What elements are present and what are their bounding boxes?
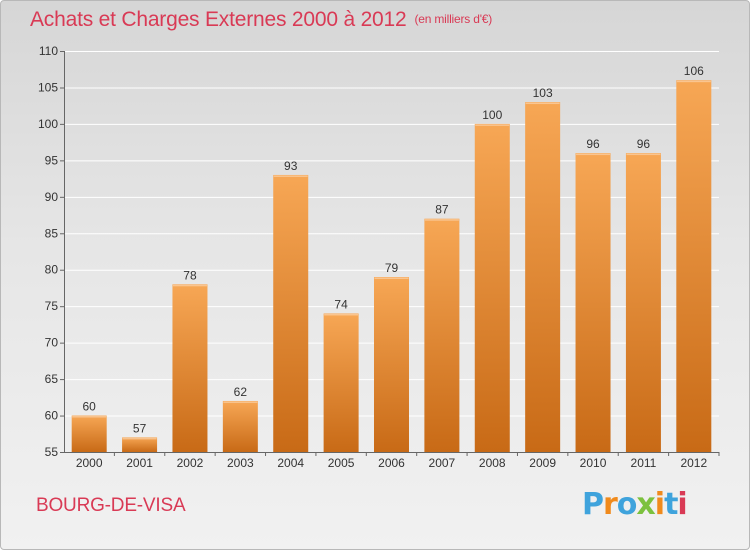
bar-2001 [122,437,158,452]
logo-letter: i [654,487,665,522]
x-tick-label: 2001 [126,456,153,470]
x-tick-label: 2004 [277,456,304,470]
value-label-2000: 60 [83,400,97,414]
bar-2011 [625,153,661,452]
value-label-2002: 78 [183,268,197,282]
bar-2012 [676,80,712,452]
x-tick-label: 2006 [378,456,405,470]
y-tick-label: 100 [38,117,58,131]
y-tick-label: 110 [39,44,58,58]
value-label-2006: 79 [385,261,399,275]
value-label-2010: 96 [586,137,600,151]
logo-letter: r [603,487,618,522]
chart-subtitle: (en milliers d'€) [414,12,493,26]
x-tick-label: 2010 [580,456,607,470]
x-tick-label: 2000 [76,456,103,470]
bar-2004 [273,174,309,453]
bar-2008 [474,123,510,452]
bar-highlight [324,313,359,316]
y-axis: 55 60 65 70 75 80 85 90 95 100 105 110 [38,44,65,459]
value-label-2007: 87 [435,203,449,217]
value-label-2008: 100 [482,108,502,122]
bars: 60 57 78 62 93 74 79 87 100 103 96 96 106 [71,64,712,453]
y-tick-label: 65 [45,372,59,386]
logo-letter: o [616,487,638,522]
bar-highlight [172,284,207,287]
bar-2002 [172,284,208,452]
value-label-2001: 57 [133,421,147,435]
bar-highlight [122,437,157,440]
y-tick-label: 85 [45,226,59,240]
bar-highlight [374,277,409,280]
y-tick-label: 80 [45,263,59,277]
chart-title-text: Achats et Charges Externes 2000 à 2012 [30,8,407,31]
bar-2005 [323,313,359,452]
y-tick-label: 60 [45,409,59,423]
y-tick-label: 55 [45,445,59,459]
x-tick-label: 2003 [227,456,254,470]
bar-highlight [72,416,107,418]
bar-2010 [575,153,611,452]
value-label-2009: 103 [533,86,553,100]
y-tick-label: 95 [45,153,59,167]
value-label-2011: 96 [637,137,651,151]
x-tick-label: 2009 [529,456,556,470]
bar-2007 [424,218,460,452]
chart-title: Achats et Charges Externes 2000 à 2012 (e… [30,8,492,32]
logo-letter: P [582,487,604,522]
bar-highlight [424,219,459,221]
bar-highlight [475,124,510,126]
place-name: BOURG-DE-VISA [36,495,186,516]
x-tick-label: 2007 [429,456,456,470]
value-label-2005: 74 [334,297,348,311]
bar-2006 [374,277,409,452]
x-tick-label: 2005 [328,456,355,470]
y-tick-label: 90 [45,190,59,204]
value-label-2003: 62 [234,385,248,399]
x-tick-label: 2012 [680,456,707,470]
bar-highlight [223,401,258,403]
x-axis: 2000 2001 2002 2003 2004 2005 2006 2007 2008 2009… [64,452,720,470]
bar-highlight [273,175,308,177]
y-tick-label: 105 [38,80,58,94]
y-tick-label: 70 [45,336,59,350]
logo-letter: x [636,487,655,522]
logo-letter: i [677,487,687,522]
x-tick-label: 2008 [479,456,506,470]
bar-2009 [525,102,561,452]
value-label-2004: 93 [284,159,298,173]
x-tick-label: 2002 [177,456,204,470]
bar-highlight [676,80,711,83]
proxiti-logo: Proxiti [582,487,688,522]
x-tick-label: 2011 [631,456,657,470]
y-tick-label: 75 [45,299,59,313]
value-label-2012: 106 [684,64,704,78]
bar-highlight [626,153,661,156]
bar-2000 [71,415,107,452]
bar-2003 [222,400,258,452]
bar-highlight [576,153,611,156]
logo-letter: t [664,487,678,522]
bar-highlight [525,102,560,105]
